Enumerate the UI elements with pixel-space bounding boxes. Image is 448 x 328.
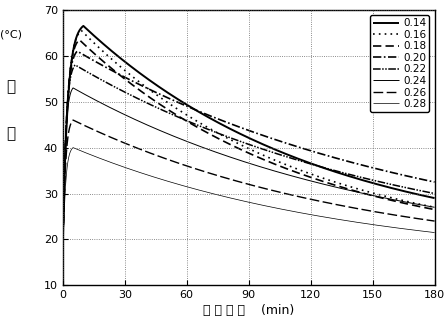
0.16 [79,29,84,32]
0.18 [231,144,237,148]
0.18 [353,189,358,193]
Line: 0.24: 0.24 [63,88,435,262]
0.26 [432,219,437,223]
Text: 度: 度 [6,126,15,141]
0.24 [241,160,246,164]
0.22 [79,67,85,71]
0.18 [60,247,65,251]
X-axis label: 养 护 时 间    (min): 养 护 时 间 (min) [203,304,294,318]
0.28 [79,149,85,153]
0.28 [432,231,437,235]
0.28 [60,265,65,269]
0.26 [353,206,358,210]
0.16 [79,29,85,33]
0.28 [70,146,76,150]
0.20 [231,123,237,127]
0.16 [241,144,246,148]
0.24 [231,156,237,160]
0.22 [231,137,237,141]
0.22 [353,174,358,178]
0.28 [241,199,246,203]
0.14 [60,237,65,241]
Line: 0.16: 0.16 [63,31,435,244]
0.20 [79,52,85,56]
Line: 0.28: 0.28 [63,148,435,267]
0.28 [231,197,237,201]
Line: 0.22: 0.22 [63,65,435,258]
0.28 [421,229,426,233]
Line: 0.26: 0.26 [63,120,435,265]
0.14 [241,133,246,137]
0.24 [79,91,85,95]
0.22 [432,192,437,195]
0.18 [77,38,82,42]
0.14 [81,24,86,28]
0.20 [60,251,65,255]
0.18 [241,149,246,153]
Text: 温: 温 [6,79,15,94]
0.14 [432,196,437,200]
Line: 0.20: 0.20 [63,51,435,253]
0.16 [231,139,237,143]
0.14 [421,194,426,198]
0.20 [74,49,80,53]
0.22 [241,141,246,145]
0.18 [421,205,426,209]
Line: 0.14: 0.14 [63,26,435,239]
0.14 [231,129,237,133]
0.26 [231,178,237,182]
0.24 [60,260,65,264]
0.26 [421,217,426,221]
0.22 [421,189,426,193]
0.26 [60,263,65,267]
0.24 [353,190,358,194]
Line: 0.18: 0.18 [63,40,435,249]
0.26 [241,181,246,185]
0.26 [79,122,85,126]
0.24 [70,86,76,90]
0.16 [60,242,65,246]
Legend: 0.14, 0.16, 0.18, 0.20, 0.22, 0.24, 0.26, 0.28: 0.14, 0.16, 0.18, 0.20, 0.22, 0.24, 0.26… [370,15,429,112]
0.16 [353,186,358,190]
0.14 [79,26,84,30]
0.16 [432,205,437,209]
0.22 [421,190,426,194]
0.26 [421,217,426,221]
0.18 [421,206,426,210]
0.14 [353,176,358,180]
0.20 [241,127,246,131]
0.24 [421,203,426,207]
0.24 [421,203,426,207]
0.20 [421,178,426,182]
0.18 [432,208,437,212]
0.14 [421,194,426,198]
0.28 [353,220,358,224]
0.28 [421,229,426,233]
0.24 [432,205,437,209]
0.26 [70,118,76,122]
0.22 [60,256,65,260]
Text: (°C): (°C) [0,29,22,39]
0.22 [73,63,78,67]
0.20 [432,180,437,184]
0.16 [421,203,426,207]
0.18 [79,40,85,44]
0.20 [353,161,358,165]
0.20 [421,178,426,182]
0.16 [421,203,426,207]
